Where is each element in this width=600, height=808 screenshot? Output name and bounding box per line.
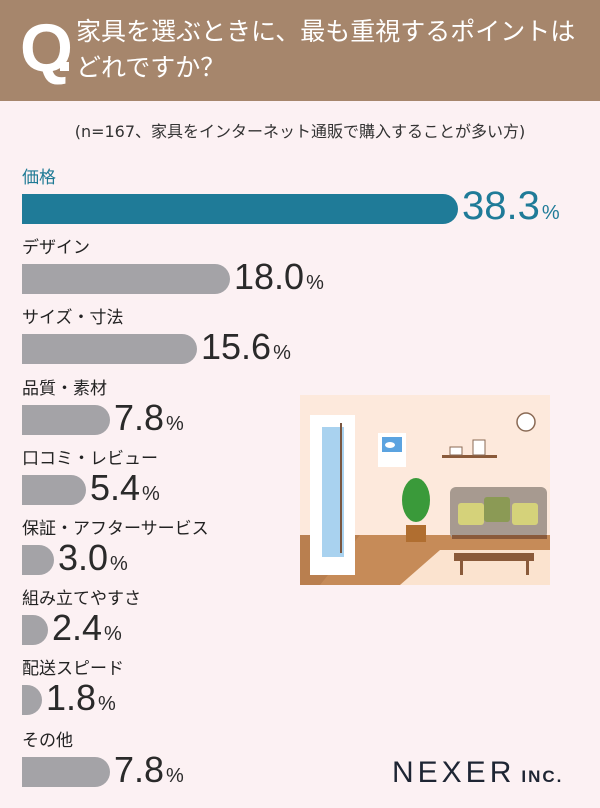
- chart-item: 組み立てやすさ 2.4%: [22, 588, 141, 648]
- value-number: 5.4: [90, 467, 141, 508]
- bar-row: 5.4%: [22, 468, 160, 508]
- percent-sign: %: [541, 202, 560, 224]
- chart-item: 価格 38.3%: [22, 167, 560, 226]
- bar: [22, 334, 197, 364]
- percent-sign: %: [104, 623, 122, 645]
- sample-note: (n=167、家具をインターネット通販で購入することが多い方): [74, 122, 526, 141]
- chart-item: 配送スピード 1.8%: [22, 658, 124, 718]
- item-label: 配送スピード: [22, 659, 124, 679]
- bar: [22, 264, 230, 294]
- value-number: 1.8: [46, 677, 97, 718]
- bar-row: 3.0%: [22, 538, 209, 578]
- bar: [22, 615, 48, 645]
- value-number: 7.8: [114, 749, 165, 790]
- bar: [22, 475, 86, 505]
- bar: [22, 194, 458, 224]
- value-number: 38.3: [462, 184, 540, 228]
- value-label: 7.8%: [114, 398, 184, 444]
- bar: [22, 685, 42, 715]
- item-label: 口コミ・レビュー: [22, 449, 158, 469]
- value-number: 18.0: [234, 256, 305, 297]
- value-label: 5.4%: [90, 468, 160, 514]
- value-label: 18.0%: [234, 257, 324, 303]
- bar-row: 2.4%: [22, 608, 141, 648]
- percent-sign: %: [142, 483, 160, 505]
- chart-item: その他 7.8%: [22, 730, 184, 790]
- bar: [22, 545, 54, 575]
- bar-row: 38.3%: [22, 186, 560, 226]
- item-label: 組み立てやすさ: [22, 589, 141, 609]
- bar: [22, 757, 110, 787]
- nexer-logo: NEXER INC.: [392, 756, 563, 790]
- value-label: 38.3%: [462, 186, 560, 233]
- question-header: Q 家具を選ぶときに、最も重視するポイントはどれですか？: [0, 0, 600, 101]
- bar-row: 7.8%: [22, 750, 184, 790]
- living-room-illustration: [300, 395, 550, 585]
- chart-item: 口コミ・レビュー 5.4%: [22, 448, 160, 508]
- item-label: その他: [22, 731, 73, 751]
- question-title: 家具を選ぶときに、最も重視するポイントはどれですか？: [76, 17, 576, 82]
- value-label: 7.8%: [114, 750, 184, 796]
- logo-name: NEXER: [392, 756, 516, 789]
- q-mark: Q: [20, 10, 73, 86]
- value-label: 3.0%: [58, 538, 128, 584]
- bar: [22, 405, 110, 435]
- item-label: 価格: [22, 168, 56, 188]
- item-label: サイズ・寸法: [22, 308, 124, 328]
- item-label: 保証・アフターサービス: [22, 519, 209, 539]
- value-label: 15.6%: [201, 327, 291, 373]
- bar-row: 7.8%: [22, 398, 184, 438]
- percent-sign: %: [110, 553, 128, 575]
- bar-row: 15.6%: [22, 327, 291, 367]
- value-number: 7.8: [114, 397, 165, 438]
- value-label: 2.4%: [52, 608, 122, 654]
- q-dot: [60, 62, 69, 71]
- chart-item: サイズ・寸法 15.6%: [22, 307, 291, 367]
- bar-row: 1.8%: [22, 678, 124, 718]
- value-number: 15.6: [201, 326, 272, 367]
- item-label: 品質・素材: [22, 379, 107, 399]
- bar-row: 18.0%: [22, 257, 324, 297]
- logo-suffix: INC.: [521, 767, 564, 786]
- percent-sign: %: [166, 413, 184, 435]
- percent-sign: %: [306, 272, 324, 294]
- chart-item: デザイン 18.0%: [22, 237, 324, 297]
- value-number: 3.0: [58, 537, 109, 578]
- percent-sign: %: [166, 765, 184, 787]
- value-number: 2.4: [52, 607, 103, 648]
- percent-sign: %: [273, 342, 291, 364]
- chart-item: 品質・素材 7.8%: [22, 378, 184, 438]
- percent-sign: %: [98, 693, 116, 715]
- value-label: 1.8%: [46, 678, 116, 724]
- item-label: デザイン: [22, 238, 90, 258]
- chart-item: 保証・アフターサービス 3.0%: [22, 518, 209, 578]
